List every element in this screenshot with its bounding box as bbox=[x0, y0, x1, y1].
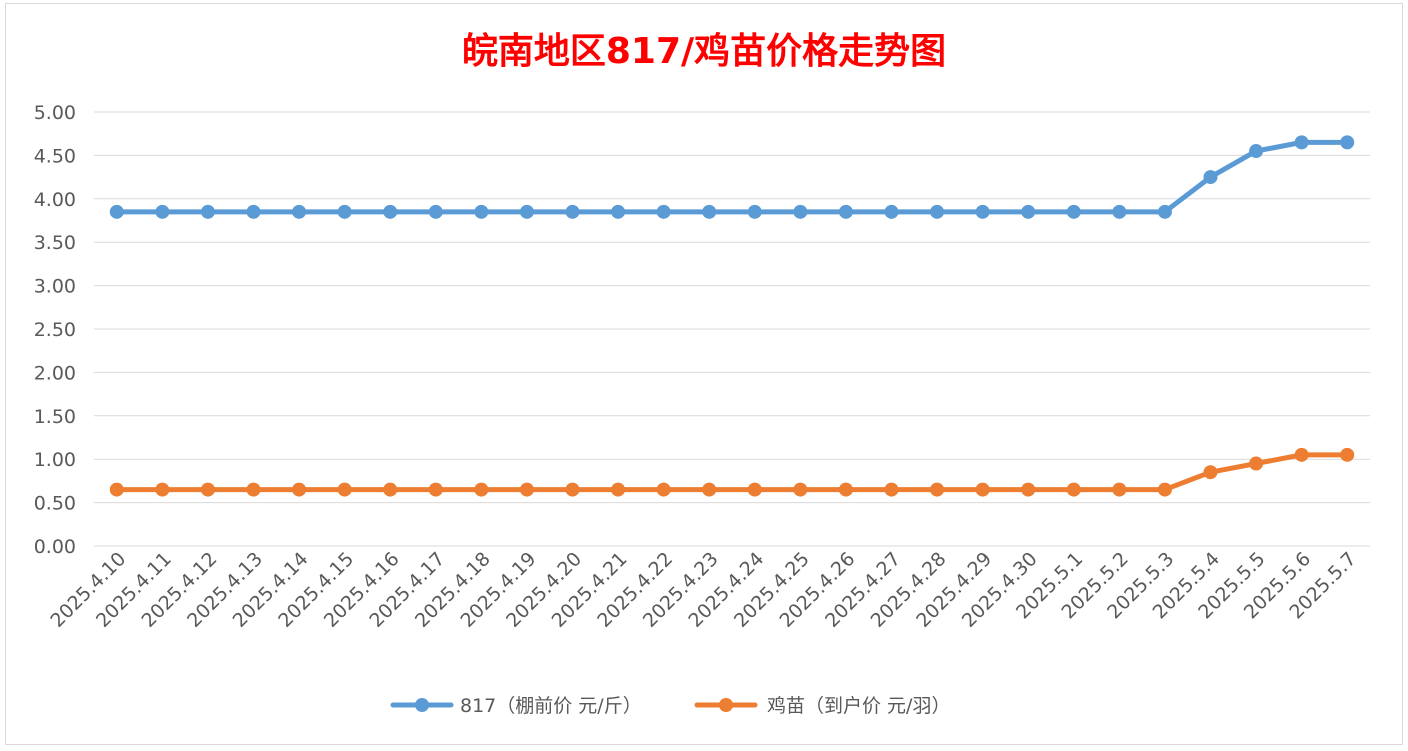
data-point bbox=[1066, 482, 1081, 497]
y-tick-label: 3.00 bbox=[34, 276, 76, 298]
data-point bbox=[611, 204, 626, 219]
data-point bbox=[474, 482, 489, 497]
data-point bbox=[565, 482, 580, 497]
data-point bbox=[428, 482, 443, 497]
data-point bbox=[1157, 482, 1172, 497]
y-tick-label: 1.00 bbox=[34, 449, 76, 471]
data-point bbox=[292, 204, 307, 219]
data-point bbox=[109, 204, 124, 219]
data-point bbox=[793, 204, 808, 219]
data-point bbox=[1112, 482, 1127, 497]
series-line-1 bbox=[114, 452, 1350, 493]
data-point bbox=[155, 204, 170, 219]
data-point bbox=[1249, 144, 1264, 159]
data-point bbox=[1249, 456, 1264, 471]
data-point bbox=[292, 482, 307, 497]
data-point bbox=[337, 482, 352, 497]
data-point bbox=[1203, 465, 1218, 480]
data-point bbox=[383, 204, 398, 219]
data-point bbox=[884, 482, 899, 497]
data-point bbox=[1157, 204, 1172, 219]
data-point bbox=[838, 204, 853, 219]
y-tick-label: 0.50 bbox=[34, 493, 76, 515]
data-point bbox=[200, 204, 215, 219]
data-point bbox=[930, 482, 945, 497]
data-point bbox=[975, 204, 990, 219]
chart-title: 皖南地区817/鸡苗价格走势图 bbox=[461, 31, 947, 72]
data-point bbox=[747, 482, 762, 497]
data-point bbox=[975, 482, 990, 497]
data-point bbox=[519, 204, 534, 219]
data-point bbox=[1021, 204, 1036, 219]
data-point bbox=[747, 204, 762, 219]
y-tick-label: 4.50 bbox=[34, 145, 76, 167]
legend-marker-1 bbox=[719, 698, 733, 712]
series-line-0 bbox=[114, 139, 1350, 215]
data-point bbox=[930, 204, 945, 219]
data-point bbox=[1112, 204, 1127, 219]
data-point bbox=[246, 204, 261, 219]
data-point bbox=[155, 482, 170, 497]
data-point bbox=[838, 482, 853, 497]
data-point bbox=[1066, 204, 1081, 219]
data-point bbox=[200, 482, 215, 497]
data-point bbox=[1203, 170, 1218, 185]
data-point bbox=[474, 204, 489, 219]
data-point bbox=[1294, 447, 1309, 462]
y-tick-label: 2.00 bbox=[34, 362, 76, 384]
data-point bbox=[428, 204, 443, 219]
data-point bbox=[702, 204, 717, 219]
data-point bbox=[109, 482, 124, 497]
y-tick-label: 0.00 bbox=[34, 536, 76, 558]
data-point bbox=[1340, 447, 1355, 462]
y-tick-label: 1.50 bbox=[34, 406, 76, 428]
data-point bbox=[611, 482, 626, 497]
data-point bbox=[793, 482, 808, 497]
y-tick-label: 3.50 bbox=[34, 232, 76, 254]
data-point bbox=[337, 204, 352, 219]
data-point bbox=[702, 482, 717, 497]
legend-label-0: 817（棚前价 元/斤） bbox=[460, 695, 642, 717]
legend-label-1: 鸡苗（到户价 元/羽） bbox=[767, 695, 950, 717]
data-point bbox=[1340, 135, 1355, 150]
data-point bbox=[884, 204, 899, 219]
data-point bbox=[656, 204, 671, 219]
chart-frame bbox=[5, 3, 1403, 745]
data-point bbox=[383, 482, 398, 497]
y-tick-label: 5.00 bbox=[34, 102, 76, 124]
data-point bbox=[565, 204, 580, 219]
data-point bbox=[246, 482, 261, 497]
data-point bbox=[519, 482, 534, 497]
data-point bbox=[656, 482, 671, 497]
data-point bbox=[1021, 482, 1036, 497]
legend-marker-0 bbox=[415, 698, 429, 712]
data-point bbox=[1294, 135, 1309, 150]
y-tick-label: 2.50 bbox=[34, 319, 76, 341]
y-tick-label: 4.00 bbox=[34, 189, 76, 211]
